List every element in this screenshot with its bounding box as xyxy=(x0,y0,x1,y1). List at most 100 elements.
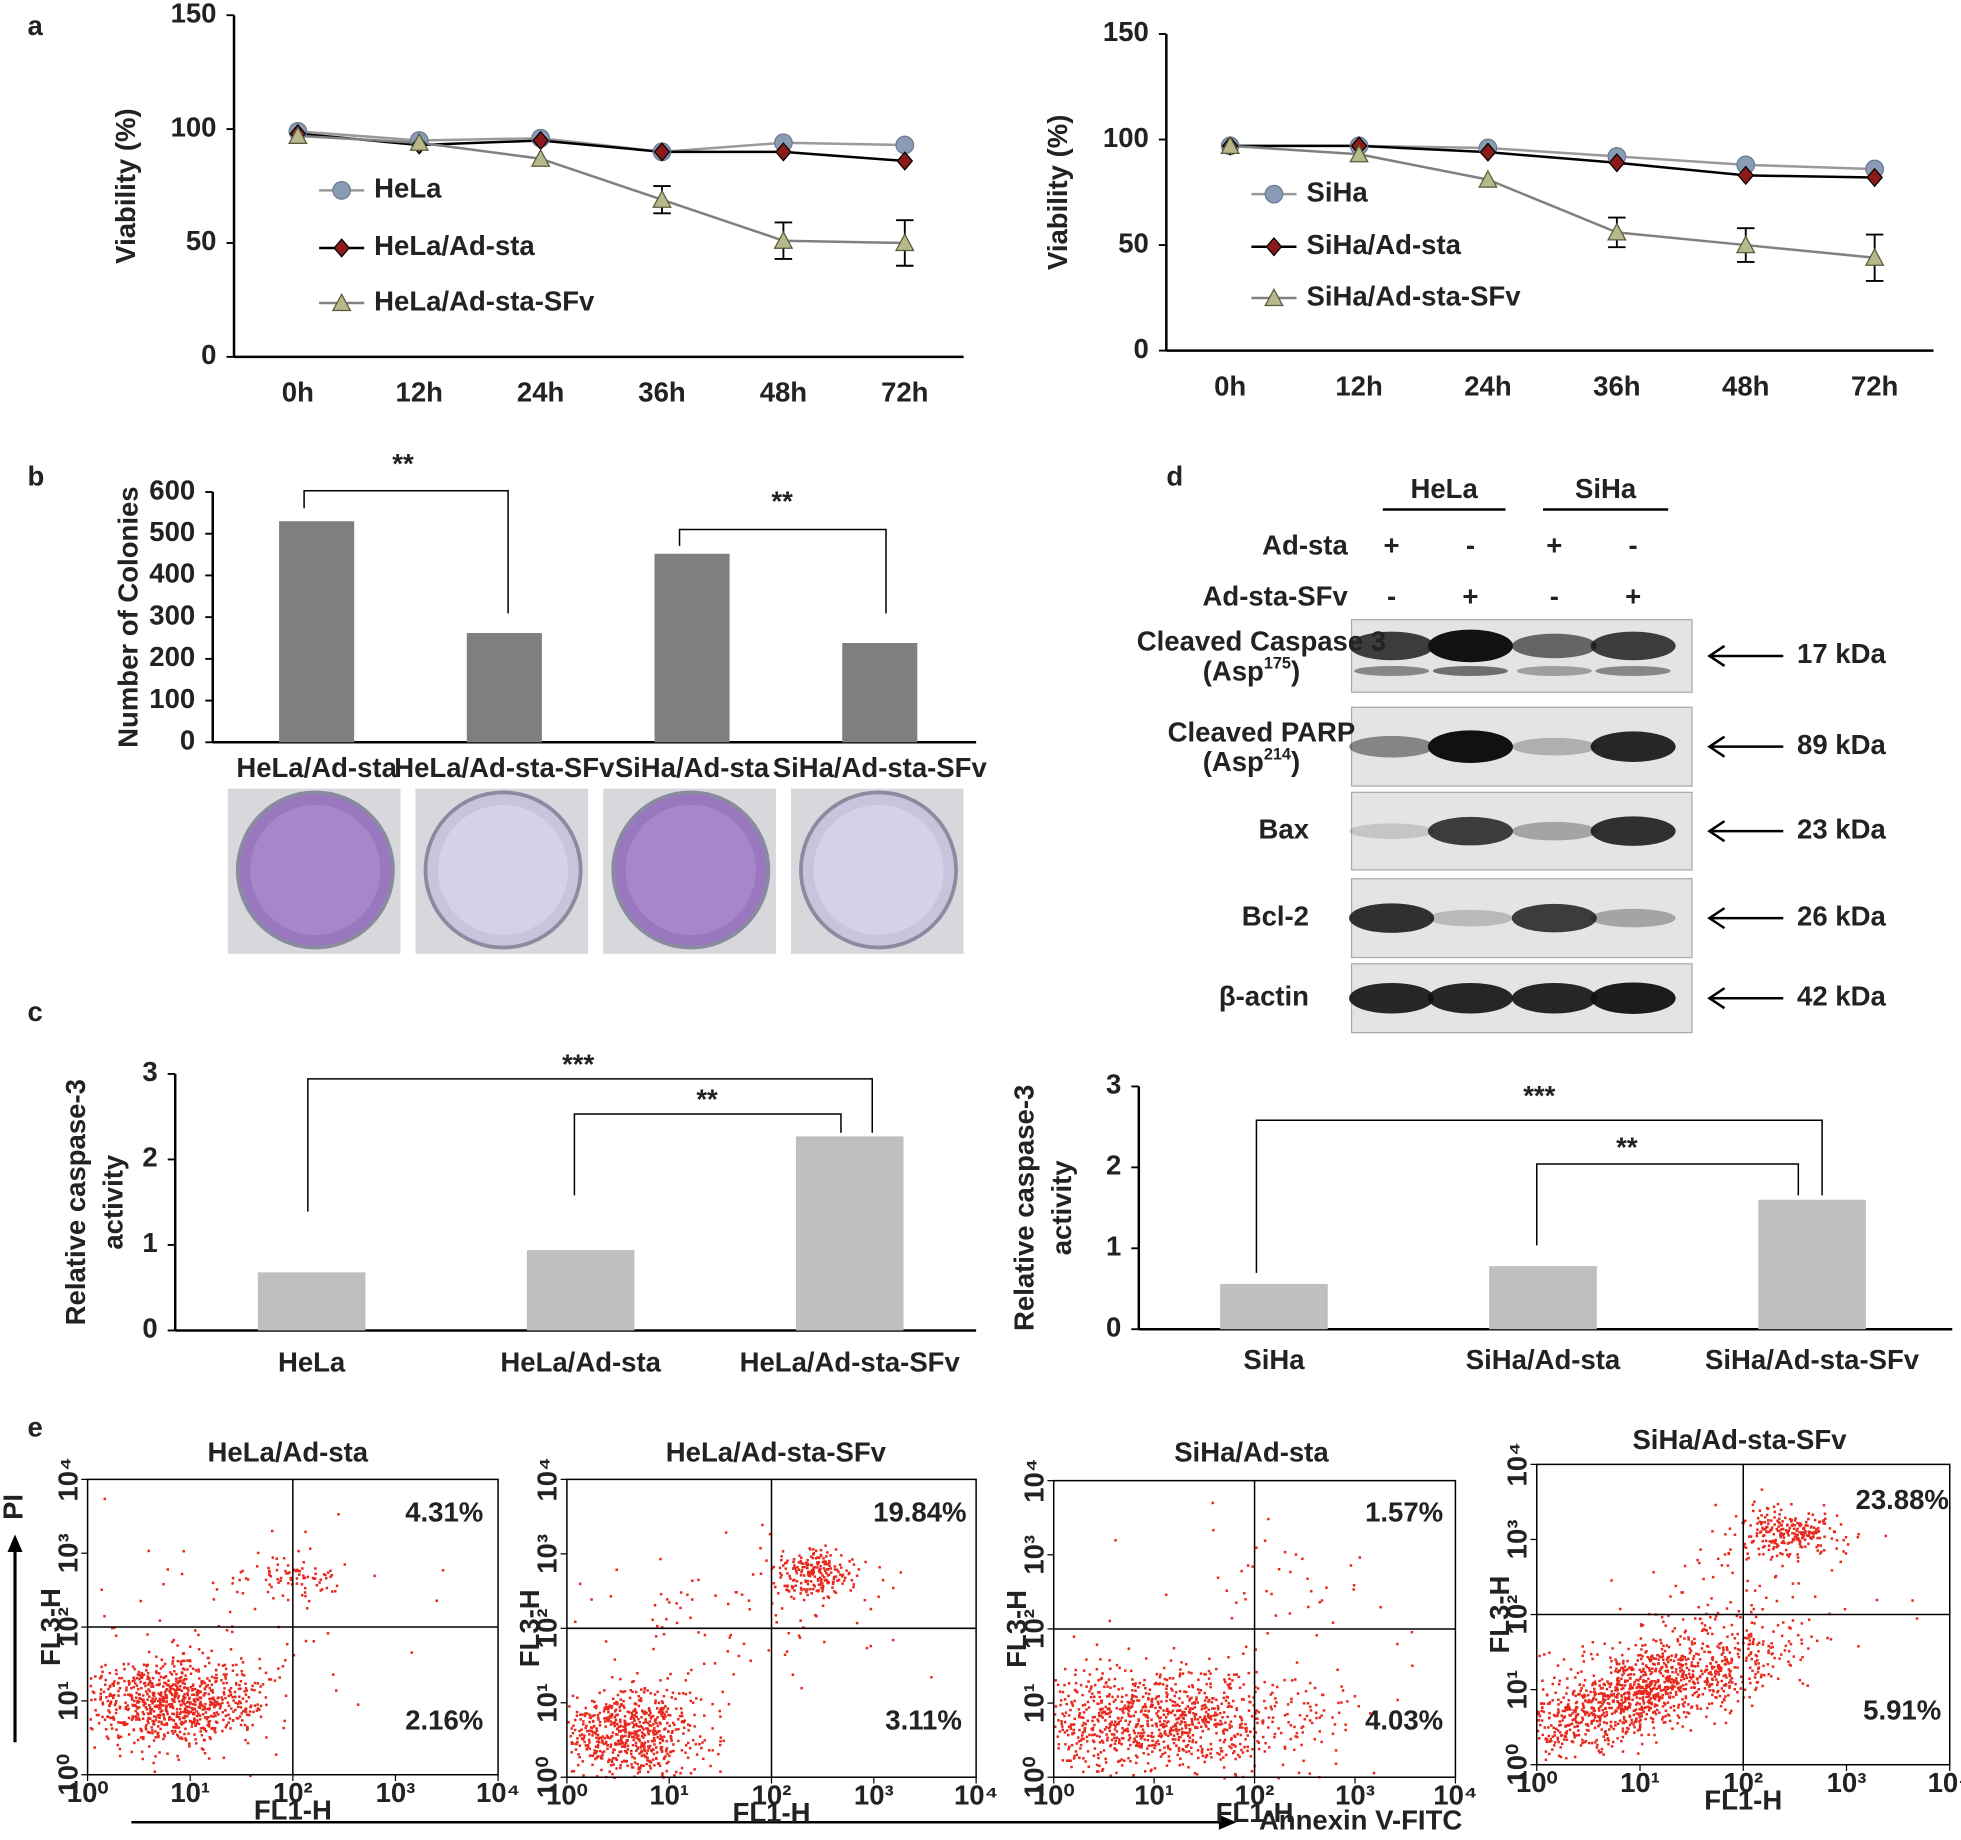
event-dot xyxy=(679,1607,682,1610)
event-dot xyxy=(1660,1672,1663,1675)
event-dot xyxy=(1636,1693,1639,1696)
event-dot xyxy=(1571,1740,1574,1743)
event-dot xyxy=(1767,1645,1770,1648)
event-dot xyxy=(1595,1698,1598,1701)
event-dot xyxy=(133,1700,136,1703)
event-dot xyxy=(104,1679,107,1682)
event-dot xyxy=(1352,1588,1355,1591)
event-dot xyxy=(128,1682,131,1685)
event-dot xyxy=(1271,1684,1274,1687)
y-axis-label: activity xyxy=(97,1154,128,1250)
event-dot xyxy=(1072,1729,1075,1732)
event-dot xyxy=(1857,1536,1860,1539)
event-dot xyxy=(162,1704,165,1707)
event-dot xyxy=(1621,1721,1624,1724)
event-dot xyxy=(1245,1646,1248,1649)
event-dot xyxy=(1194,1706,1197,1709)
event-dot xyxy=(1174,1701,1177,1704)
event-dot xyxy=(144,1682,147,1685)
event-dot xyxy=(1666,1644,1669,1647)
event-dot xyxy=(1133,1738,1136,1741)
event-dot xyxy=(1623,1716,1626,1719)
event-dot xyxy=(1662,1645,1665,1648)
event-dot xyxy=(174,1695,177,1698)
event-dot xyxy=(1165,1716,1168,1719)
event-dot xyxy=(1101,1672,1104,1675)
event-dot xyxy=(1124,1669,1127,1672)
event-dot xyxy=(1147,1735,1150,1738)
treatment-label: Ad-sta-SFv xyxy=(1203,581,1349,612)
event-dot xyxy=(1682,1705,1685,1708)
event-dot xyxy=(1169,1732,1172,1735)
event-dot xyxy=(197,1689,200,1692)
event-dot xyxy=(844,1577,847,1580)
event-dot xyxy=(1814,1519,1817,1522)
event-dot xyxy=(1128,1647,1131,1650)
event-dot xyxy=(848,1572,851,1575)
event-dot xyxy=(1192,1739,1195,1742)
event-dot xyxy=(1553,1676,1556,1679)
event-dot xyxy=(1700,1670,1703,1673)
event-dot xyxy=(184,1674,187,1677)
event-dot xyxy=(242,1697,245,1700)
event-dot xyxy=(1243,1746,1246,1749)
event-dot xyxy=(284,1570,287,1573)
event-dot xyxy=(112,1682,115,1685)
event-dot xyxy=(194,1704,197,1707)
event-dot xyxy=(1228,1705,1231,1708)
event-dot xyxy=(148,1651,151,1654)
event-dot xyxy=(155,1665,158,1668)
event-dot xyxy=(1807,1543,1810,1546)
event-dot xyxy=(1736,1691,1739,1694)
event-dot xyxy=(648,1709,651,1712)
event-dot xyxy=(1234,1715,1237,1718)
event-dot xyxy=(200,1727,203,1730)
event-dot xyxy=(1770,1642,1773,1645)
event-dot xyxy=(1163,1740,1166,1743)
event-dot xyxy=(1191,1702,1194,1705)
event-dot xyxy=(134,1715,137,1718)
event-dot xyxy=(174,1730,177,1733)
event-dot xyxy=(692,1739,695,1742)
event-dot xyxy=(611,1714,614,1717)
event-dot xyxy=(1565,1757,1568,1760)
event-dot xyxy=(828,1573,831,1576)
event-dot xyxy=(1701,1673,1704,1676)
event-dot xyxy=(259,1685,262,1688)
event-dot xyxy=(595,1707,598,1710)
event-dot xyxy=(224,1664,227,1667)
event-dot xyxy=(677,1740,680,1743)
event-dot xyxy=(1205,1756,1208,1759)
event-dot xyxy=(1155,1741,1158,1744)
event-dot xyxy=(652,1758,655,1761)
event-dot xyxy=(703,1714,706,1717)
event-dot xyxy=(1594,1716,1597,1719)
event-dot xyxy=(674,1698,677,1701)
event-dot xyxy=(1753,1638,1756,1641)
panel-letter: a xyxy=(28,10,44,41)
event-dot xyxy=(1797,1634,1800,1637)
event-dot xyxy=(1079,1747,1082,1750)
event-dot xyxy=(1131,1689,1134,1692)
event-dot xyxy=(1267,1726,1270,1729)
event-dot xyxy=(1129,1701,1132,1704)
event-dot xyxy=(1557,1741,1560,1744)
event-dot xyxy=(630,1763,633,1766)
event-dot xyxy=(1063,1684,1066,1687)
event-dot xyxy=(1801,1546,1804,1549)
event-dot xyxy=(1675,1694,1678,1697)
event-dot xyxy=(1615,1667,1618,1670)
event-dot xyxy=(1781,1541,1784,1544)
event-dot xyxy=(1761,1685,1764,1688)
event-dot xyxy=(1831,1569,1834,1572)
event-dot xyxy=(822,1605,825,1608)
blot-band xyxy=(1349,823,1434,839)
event-dot xyxy=(1098,1712,1101,1715)
event-dot xyxy=(1626,1660,1629,1663)
event-dot xyxy=(1311,1722,1314,1725)
event-dot xyxy=(1143,1713,1146,1716)
event-dot xyxy=(1755,1663,1758,1666)
event-dot xyxy=(1568,1699,1571,1702)
event-dot xyxy=(1101,1677,1104,1680)
event-dot xyxy=(624,1744,627,1747)
